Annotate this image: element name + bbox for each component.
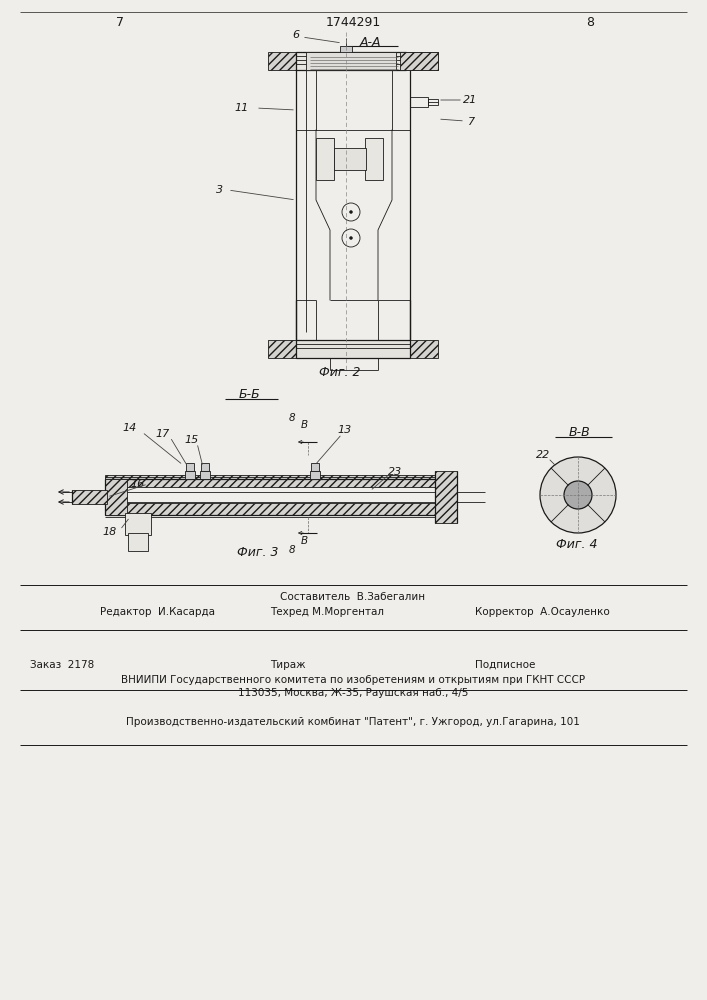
- Bar: [334, 148, 366, 170]
- Bar: [128, 533, 148, 551]
- Text: 7: 7: [116, 15, 124, 28]
- Text: ВНИИПИ Государственного комитета по изобретениям и открытиям при ГКНТ СССР: ВНИИПИ Государственного комитета по изоб…: [121, 675, 585, 685]
- Bar: [400, 52, 438, 70]
- Bar: [200, 471, 210, 479]
- Text: А-А: А-А: [359, 35, 381, 48]
- Text: 8: 8: [288, 413, 296, 423]
- Text: 14: 14: [123, 423, 137, 433]
- Bar: [410, 97, 428, 107]
- Bar: [268, 340, 306, 358]
- Text: Тираж: Тираж: [270, 660, 305, 670]
- Text: 21: 21: [463, 95, 477, 105]
- Text: 22: 22: [536, 450, 550, 460]
- Text: Фиг. 4: Фиг. 4: [556, 538, 597, 552]
- Text: 8: 8: [586, 15, 594, 28]
- Bar: [72, 490, 107, 504]
- Bar: [400, 52, 438, 70]
- Text: В: В: [300, 536, 308, 546]
- Bar: [125, 513, 151, 535]
- Bar: [186, 463, 194, 471]
- Bar: [201, 463, 209, 471]
- Bar: [311, 463, 319, 471]
- Text: Фиг. 3: Фиг. 3: [238, 546, 279, 558]
- Bar: [365, 138, 383, 180]
- Bar: [185, 471, 195, 479]
- Bar: [400, 340, 438, 358]
- Text: В-В: В-В: [569, 426, 591, 438]
- Bar: [435, 471, 457, 523]
- Text: Корректор  А.Осауленко: Корректор А.Осауленко: [475, 607, 609, 617]
- Text: 15: 15: [185, 435, 199, 445]
- Circle shape: [564, 481, 592, 509]
- Bar: [296, 340, 410, 358]
- Text: 18: 18: [103, 527, 117, 537]
- Text: В: В: [300, 420, 308, 430]
- Text: 17: 17: [156, 429, 170, 439]
- Text: 13: 13: [338, 425, 352, 435]
- Text: 113035, Москва, Ж-35, Раушская наб., 4/5: 113035, Москва, Ж-35, Раушская наб., 4/5: [238, 688, 468, 698]
- Bar: [310, 471, 320, 479]
- Bar: [105, 503, 435, 515]
- Circle shape: [540, 457, 616, 533]
- Bar: [105, 475, 435, 487]
- Text: 11: 11: [235, 103, 249, 113]
- Circle shape: [349, 211, 353, 214]
- Bar: [296, 52, 406, 70]
- Text: Фиг. 2: Фиг. 2: [320, 365, 361, 378]
- Text: Составитель  В.Забегалин: Составитель В.Забегалин: [281, 592, 426, 602]
- Circle shape: [349, 236, 353, 239]
- Bar: [268, 52, 306, 70]
- Text: Подписное: Подписное: [475, 660, 535, 670]
- Bar: [316, 138, 334, 180]
- Text: 23: 23: [388, 467, 402, 477]
- Text: Б-Б: Б-Б: [239, 387, 261, 400]
- Bar: [105, 479, 127, 515]
- Text: Заказ  2178: Заказ 2178: [30, 660, 94, 670]
- Text: 8: 8: [288, 545, 296, 555]
- Bar: [306, 52, 396, 70]
- Text: 3: 3: [216, 185, 223, 195]
- Bar: [340, 46, 352, 54]
- Text: Техред М.Моргентал: Техред М.Моргентал: [270, 607, 384, 617]
- Text: 7: 7: [469, 117, 476, 127]
- Bar: [428, 99, 438, 105]
- Text: Редактор  И.Касарда: Редактор И.Касарда: [100, 607, 215, 617]
- Text: 16: 16: [131, 479, 145, 489]
- Text: 1744291: 1744291: [325, 15, 380, 28]
- Text: Производственно-издательский комбинат "Патент", г. Ужгород, ул.Гагарина, 101: Производственно-издательский комбинат "П…: [126, 717, 580, 727]
- Text: 6: 6: [293, 30, 300, 40]
